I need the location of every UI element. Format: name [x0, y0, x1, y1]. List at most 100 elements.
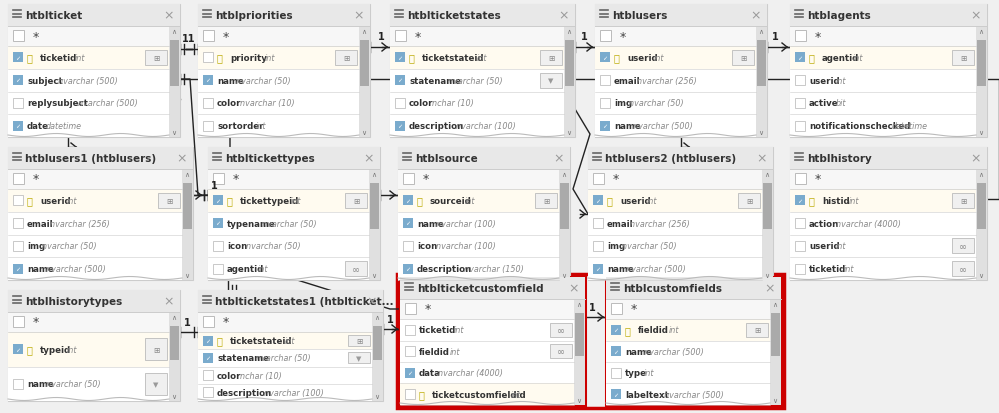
Text: name: name [27, 264, 54, 273]
Text: int: int [75, 54, 86, 63]
Bar [550, 323, 572, 337]
Bar [395, 76, 405, 86]
Bar [390, 5, 575, 27]
Bar [145, 51, 167, 66]
Text: nvarchar (50): nvarchar (50) [236, 76, 291, 85]
Text: ⊞: ⊞ [153, 54, 159, 63]
Text: data: data [419, 368, 441, 377]
Bar [198, 92, 359, 115]
Text: ✓: ✓ [15, 347, 21, 352]
Text: *: * [815, 173, 821, 186]
Text: int: int [644, 368, 654, 377]
Text: email: email [607, 219, 633, 228]
Bar [606, 362, 770, 384]
Text: *: * [620, 31, 626, 43]
Bar [359, 27, 370, 138]
Text: description: description [217, 388, 273, 397]
Bar [373, 326, 382, 360]
Bar [198, 290, 383, 312]
Text: img: img [614, 99, 632, 108]
Bar [198, 332, 372, 349]
Bar [395, 53, 405, 63]
Text: ∧: ∧ [372, 171, 377, 178]
Bar [606, 277, 781, 405]
Text: color: color [409, 99, 434, 108]
Bar [390, 115, 564, 138]
Text: ⚿: ⚿ [409, 53, 415, 63]
Text: ×: × [553, 152, 564, 165]
Text: nvarchar (500): nvarchar (500) [58, 76, 118, 85]
Text: nvarchar (4000): nvarchar (4000) [836, 219, 901, 228]
Text: ∨: ∨ [566, 130, 571, 136]
Text: 1: 1 [772, 32, 779, 42]
Text: *: * [415, 31, 422, 43]
Bar [213, 173, 224, 185]
Text: ∨: ∨ [362, 130, 367, 136]
Text: ⊞: ⊞ [547, 54, 554, 63]
Bar [8, 115, 169, 138]
Bar [770, 299, 781, 405]
Text: int: int [450, 347, 461, 356]
Bar [565, 41, 574, 86]
Bar [390, 69, 564, 92]
Bar [611, 347, 621, 356]
Bar [213, 218, 223, 228]
Text: int: int [291, 197, 302, 205]
Text: ×: × [558, 9, 569, 22]
Text: nvarchar (50): nvarchar (50) [246, 242, 301, 251]
Bar [169, 27, 180, 138]
Text: replysubject: replysubject [27, 99, 88, 108]
Text: sortorder: sortorder [217, 122, 264, 131]
Bar [8, 258, 182, 280]
Text: int: int [67, 345, 78, 354]
Text: userid: userid [809, 242, 839, 251]
Bar [400, 341, 574, 362]
Bar [790, 235, 976, 258]
Text: name: name [625, 347, 651, 356]
Text: 1: 1 [589, 302, 595, 312]
Bar [360, 41, 369, 86]
Bar [600, 76, 610, 86]
Text: nvarchar (256): nvarchar (256) [630, 219, 689, 228]
Bar [595, 92, 756, 115]
Text: nvarchar (100): nvarchar (100) [264, 388, 324, 397]
Bar [790, 190, 976, 212]
Text: ticketstateid: ticketstateid [422, 54, 485, 63]
Text: ⊞: ⊞ [754, 325, 760, 335]
Bar [795, 121, 805, 131]
Bar [400, 277, 585, 405]
Text: ⊞: ⊞ [740, 54, 746, 63]
Bar [795, 31, 806, 42]
Text: nvarchar (500): nvarchar (500) [644, 347, 703, 356]
Text: ✓: ✓ [206, 338, 211, 343]
Text: int: int [836, 76, 846, 85]
Text: ✓: ✓ [216, 221, 221, 226]
Bar [588, 147, 773, 280]
Text: nvarchar (256): nvarchar (256) [50, 219, 110, 228]
Text: *: * [33, 173, 39, 186]
Text: htblpriorities: htblpriorities [215, 11, 293, 21]
Bar [595, 69, 756, 92]
Bar [790, 5, 987, 138]
Text: ∨: ∨ [978, 130, 984, 136]
Bar [372, 312, 383, 401]
Bar [198, 312, 372, 332]
Bar [198, 349, 372, 367]
Bar [790, 92, 976, 115]
Bar [13, 264, 23, 274]
Bar [13, 316, 24, 327]
Text: nvarchar (4000): nvarchar (4000) [438, 368, 502, 377]
Bar [335, 51, 357, 66]
Text: ×: × [750, 9, 761, 22]
Bar [198, 367, 372, 384]
Text: 1: 1 [378, 32, 385, 42]
Bar [403, 218, 413, 228]
Text: *: * [423, 173, 430, 186]
Text: ×: × [970, 152, 981, 165]
Bar [559, 170, 570, 280]
Bar [203, 99, 213, 109]
Bar [400, 362, 574, 384]
Text: ∧: ∧ [172, 314, 177, 320]
Text: htblusers1 (htblusers): htblusers1 (htblusers) [25, 154, 156, 164]
Text: fieldid: fieldid [419, 347, 450, 356]
